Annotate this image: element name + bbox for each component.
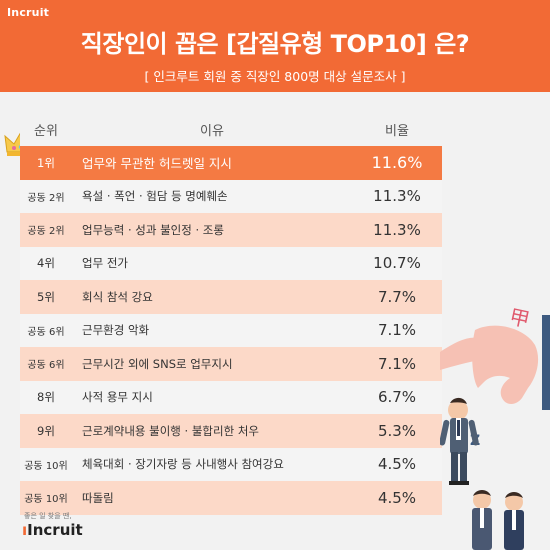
table-row: 공동 6위 근무시간 외에 SNS로 업무지시 7.1% — [20, 347, 442, 381]
reason-cell: 회식 참석 강요 — [82, 289, 153, 304]
header-banner: Incruit 직장인이 꼽은 [갑질유형 TOP10] 은? [ 인크루트 회… — [0, 0, 550, 92]
brand-logo-top: Incruit — [7, 6, 50, 19]
reason-cell: 근로계약내용 불이행 · 불합리한 처우 — [82, 423, 259, 438]
reason-cell: 업무능력 · 성과 불인정 · 조롱 — [82, 222, 224, 237]
table-row: 5위 회식 참석 강요 7.7% — [20, 280, 442, 314]
rank-cell: 공동 6위 — [27, 360, 65, 372]
rank-cell: 4위 — [37, 256, 55, 271]
column-header-reason: 이유 — [200, 123, 224, 139]
ratio-cell: 11.3% — [373, 220, 421, 239]
brand-dot-icon: ı — [22, 521, 28, 539]
table-row: 공동 10위 따돌림 4.5% — [20, 481, 442, 515]
ratio-cell: 7.7% — [377, 287, 417, 306]
table-row: 공동 2위 업무능력 · 성과 불인정 · 조롱 11.3% — [20, 213, 442, 247]
page-title: 직장인이 꼽은 [갑질유형 TOP10] 은? — [80, 30, 470, 58]
page-subtitle: [ 인크루트 회원 중 직장인 800명 대상 설문조사 ] — [144, 69, 406, 84]
ratio-cell: 10.7% — [373, 254, 421, 273]
reason-cell: 업무 전가 — [82, 256, 128, 271]
table-row: 4위 업무 전가 10.7% — [20, 246, 442, 280]
reason-cell: 체육대회 · 장기자랑 등 사내행사 참여강요 — [82, 457, 284, 472]
footer-brand-text: Incruit — [27, 521, 83, 539]
table-row: 공동 10위 체육대회 · 장기자랑 등 사내행사 참여강요 4.5% — [20, 447, 442, 481]
footer-slogan: 좋은 일 찾을 땐, — [24, 512, 72, 520]
reason-cell: 욕설 · 폭언 · 험담 등 명예훼손 — [82, 189, 228, 204]
ratio-cell: 4.5% — [377, 455, 417, 474]
gap-character: 甲 — [507, 304, 532, 332]
ratio-cell: 11.3% — [373, 187, 421, 206]
table-row: 9위 근로계약내용 불이행 · 불합리한 처우 5.3% — [20, 414, 442, 448]
ratio-cell: 7.1% — [377, 354, 417, 373]
footer-brand: ıIncruit — [22, 521, 83, 539]
rank-cell: 1위 — [37, 155, 55, 170]
illustration-hand-worker: 甲 Z — [440, 304, 550, 550]
reason-cell: 근무환경 악화 — [82, 323, 150, 338]
rank-cell: 공동 10위 — [24, 494, 68, 506]
ranking-table: 순위 이유 비율 1위 업무와 무관한 허드렛일 지시 11.6% 공동 2위 … — [20, 112, 442, 515]
table-header: 순위 이유 비율 — [20, 112, 442, 146]
ratio-cell: 7.1% — [377, 321, 417, 340]
rank-cell: 8위 — [37, 390, 55, 405]
table-row: 1위 업무와 무관한 허드렛일 지시 11.6% — [20, 146, 442, 180]
footer-logo: 좋은 일 찾을 땐, ıIncruit — [22, 511, 83, 539]
rank-cell: 공동 10위 — [24, 460, 68, 472]
table-row: 공동 6위 근무환경 악화 7.1% — [20, 313, 442, 347]
rank-cell: 공동 2위 — [27, 226, 65, 238]
reason-cell: 사적 용무 지시 — [82, 390, 153, 405]
column-header-ratio: 비율 — [385, 123, 409, 139]
ratio-cell: 6.7% — [377, 388, 417, 407]
ratio-cell: 11.6% — [371, 153, 423, 173]
table-row: 8위 사적 용무 지시 6.7% — [20, 380, 442, 414]
ratio-cell: 5.3% — [377, 421, 417, 440]
rank-cell: 5위 — [37, 289, 55, 304]
rank-cell: 공동 2위 — [27, 192, 65, 204]
ratio-cell: 4.5% — [377, 488, 417, 507]
reason-cell: 업무와 무관한 허드렛일 지시 — [82, 156, 232, 172]
table-row: 공동 2위 욕설 · 폭언 · 험담 등 명예훼손 11.3% — [20, 179, 442, 213]
column-header-rank: 순위 — [34, 123, 58, 139]
reason-cell: 따돌림 — [82, 490, 114, 505]
rank-cell: 공동 6위 — [27, 326, 65, 338]
reason-cell: 근무시간 외에 SNS로 업무지시 — [82, 356, 233, 371]
rank-cell: 9위 — [37, 423, 55, 438]
